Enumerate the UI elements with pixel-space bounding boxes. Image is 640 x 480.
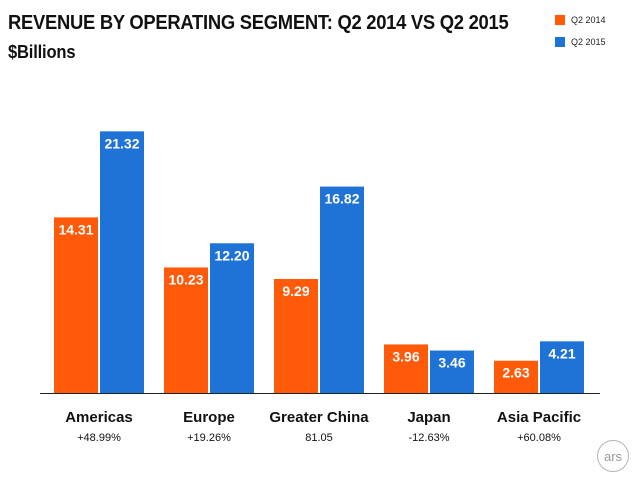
bar-greater-china-q2-2015	[320, 186, 364, 393]
legend-swatch-q2-2014	[555, 15, 565, 25]
bar-europe-q2-2014	[164, 267, 208, 393]
category-change-americas: +48.99%	[77, 432, 121, 444]
bar-asia-pacific-q2-2014	[494, 360, 538, 393]
category-label-asia-pacific: Asia Pacific	[497, 409, 581, 426]
bar-value-label: 16.82	[324, 191, 359, 207]
bar-value-label: 10.23	[168, 271, 203, 287]
bar-value-label: 14.31	[58, 221, 93, 237]
chart-title: REVENUE BY OPERATING SEGMENT: Q2 2014 VS…	[8, 12, 509, 34]
category-label-americas: Americas	[65, 409, 133, 426]
legend-item-q2-2014: Q2 2014	[555, 12, 606, 28]
category-change-europe: +19.26%	[187, 432, 231, 444]
legend-label-q2-2015: Q2 2015	[571, 37, 606, 47]
ars-logo-icon: ars	[597, 440, 629, 472]
category-label-europe: Europe	[183, 409, 235, 426]
bar-japan-q2-2015	[430, 350, 474, 393]
bar-value-label: 3.46	[438, 355, 465, 371]
bar-value-label: 12.20	[214, 247, 249, 263]
bar-value-label: 9.29	[282, 283, 309, 299]
category-label-japan: Japan	[407, 409, 450, 426]
bar-value-label: 4.21	[548, 345, 575, 361]
bar-value-label: 2.63	[502, 365, 529, 381]
bar-greater-china-q2-2014	[274, 278, 318, 393]
bar-japan-q2-2014	[384, 344, 428, 393]
bar-value-label: 21.32	[104, 135, 139, 151]
bar-americas-q2-2015	[100, 131, 144, 393]
category-label-greater-china: Greater China	[269, 409, 369, 426]
legend: Q2 2014 Q2 2015	[555, 12, 606, 56]
legend-label-q2-2014: Q2 2014	[571, 15, 606, 25]
category-change-asia-pacific: +60.08%	[517, 432, 561, 444]
category-change-japan: -12.63%	[409, 432, 450, 444]
bar-value-label: 3.96	[392, 348, 419, 364]
bar-asia-pacific-q2-2015	[540, 341, 584, 393]
bar-europe-q2-2015	[210, 243, 254, 393]
category-change-greater-china: 81.05	[305, 432, 333, 444]
chart-subtitle: $Billions	[8, 42, 76, 62]
legend-swatch-q2-2015	[555, 37, 565, 47]
legend-item-q2-2015: Q2 2015	[555, 34, 606, 50]
bar-americas-q2-2014	[54, 217, 98, 393]
